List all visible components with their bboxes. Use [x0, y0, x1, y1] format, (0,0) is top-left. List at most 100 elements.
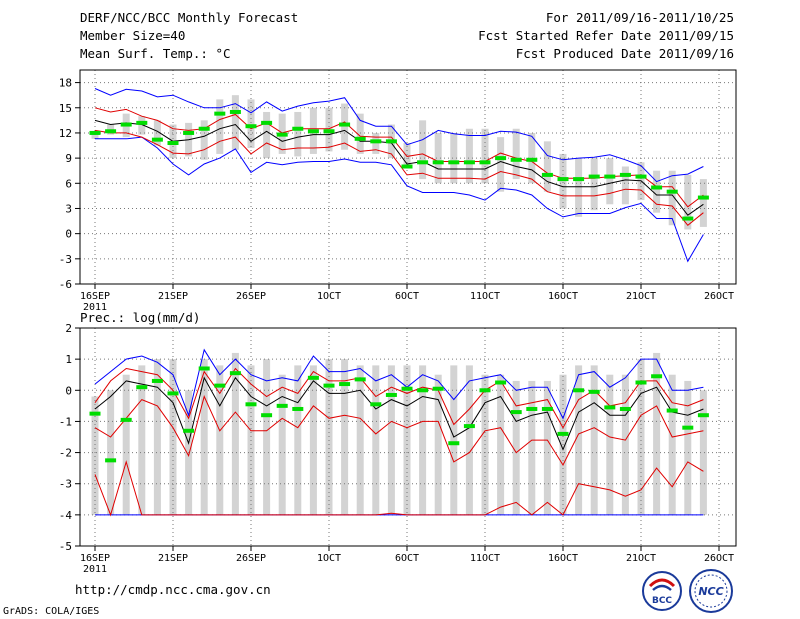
- temp-box-37: [653, 170, 661, 213]
- ncc-logo-text: NCC: [698, 585, 723, 598]
- prec-median-marker-2: [105, 458, 117, 463]
- temp-median-marker-21: [401, 164, 413, 169]
- temp-box-25: [465, 128, 473, 184]
- temp-median-marker-24: [448, 160, 460, 165]
- prec-median-marker-5: [151, 378, 163, 383]
- prec-xtick-label: 26SEP: [236, 553, 266, 564]
- temp-xtick-label: 16OCT: [548, 291, 578, 302]
- temp-median-marker-11: [245, 124, 257, 129]
- precip-panel-title: Prec.: log(mm/d): [80, 310, 201, 325]
- temp-box-35: [621, 166, 629, 205]
- prec-ytick-label: -2: [59, 447, 72, 460]
- prec-box-19: [372, 365, 380, 515]
- prec-box-18: [356, 365, 364, 515]
- prec-median-marker-30: [541, 406, 553, 411]
- temp-plot-frame: [79, 69, 737, 285]
- temp-ytick-label: 18: [59, 77, 72, 90]
- temp-ytick-label: 0: [65, 228, 72, 241]
- prec-ytick-label: -5: [59, 540, 72, 553]
- temp-ytick-label: 9: [65, 152, 72, 165]
- prec-median-marker-13: [276, 403, 288, 408]
- prec-median-marker-9: [214, 383, 226, 388]
- forecast-produced-date: Fcst Produced Date 2011/09/16: [515, 46, 734, 61]
- temp-xtick-label: 1OCT: [317, 291, 341, 302]
- prec-xtick-label: 16SEP: [80, 553, 110, 564]
- temp-ytick-label: 6: [65, 177, 72, 190]
- prec-box-13: [278, 374, 286, 515]
- prec-box-24: [450, 365, 458, 515]
- prec-box-9: [216, 365, 224, 515]
- temp-mean-line: [94, 119, 704, 216]
- prec-median-marker-35: [619, 406, 631, 411]
- prec-xtick-label: 16OCT: [548, 553, 578, 564]
- temp-xtick-label: 26OCT: [704, 291, 734, 302]
- temp-spread-low-line: [94, 129, 704, 227]
- prec-box-10: [231, 352, 239, 515]
- temp-median-marker-37: [651, 185, 663, 190]
- temp-median-marker-33: [588, 174, 600, 179]
- prec-median-marker-15: [307, 375, 319, 380]
- temp-median-marker-19: [370, 139, 382, 144]
- prec-ytick-label: 0: [65, 384, 72, 397]
- prec-median-marker-27: [495, 380, 507, 385]
- prec-median-marker-38: [666, 408, 678, 413]
- temp-median-marker-27: [495, 156, 507, 161]
- temp-median-marker-40: [697, 195, 709, 200]
- temp-max-line: [94, 88, 704, 183]
- temp-median-marker-38: [666, 189, 678, 194]
- chart-title: DERF/NCC/BCC Monthly Forecast: [80, 10, 299, 25]
- prec-box-25: [465, 365, 473, 515]
- prec-box-22: [419, 365, 427, 515]
- temp-box-24: [450, 132, 458, 184]
- prec-median-marker-7: [183, 428, 195, 433]
- prec-ytick-label: 1: [65, 353, 72, 366]
- temp-xtick-label: 11OCT: [470, 291, 500, 302]
- temp-box-38: [668, 170, 676, 226]
- prec-spread-high-line: [94, 367, 704, 429]
- temp-median-marker-35: [619, 172, 631, 177]
- temp-median-marker-16: [323, 129, 335, 134]
- prec-box-33: [590, 365, 598, 515]
- prec-median-marker-39: [682, 425, 694, 430]
- prec-box-4: [138, 365, 146, 515]
- prec-xtick-label: 1OCT: [317, 553, 341, 564]
- prec-ytick-label: -1: [59, 415, 72, 428]
- temp-median-marker-32: [573, 177, 585, 182]
- temp-median-marker-25: [463, 160, 475, 165]
- temp-median-marker-13: [276, 132, 288, 137]
- prec-median-marker-6: [167, 391, 179, 396]
- temp-box-14: [294, 111, 302, 157]
- prec-median-marker-4: [136, 385, 148, 390]
- prec-xtick-label: 11OCT: [470, 553, 500, 564]
- source-url[interactable]: http://cmdp.ncc.cma.gov.cn: [75, 582, 271, 597]
- temp-box-30: [543, 141, 551, 192]
- temp-box-23: [434, 132, 442, 184]
- temp-median-marker-14: [292, 126, 304, 131]
- prec-xtick-label: 26OCT: [704, 553, 734, 564]
- temp-median-marker-17: [339, 122, 351, 127]
- prec-median-marker-29: [526, 406, 538, 411]
- temp-ytick-label: -3: [59, 253, 72, 266]
- temp-median-marker-30: [541, 172, 553, 177]
- temp-median-marker-39: [682, 216, 694, 221]
- temp-box-18: [356, 113, 364, 154]
- temp-median-marker-20: [385, 139, 397, 144]
- temp-box-8: [200, 120, 208, 160]
- prec-box-15: [309, 365, 317, 515]
- prec-median-marker-25: [463, 424, 475, 429]
- temp-median-marker-5: [151, 137, 163, 142]
- prec-box-20: [387, 365, 395, 515]
- temp-median-marker-2: [105, 129, 117, 134]
- temp-median-marker-3: [120, 122, 132, 127]
- temp-spread-high-line: [94, 107, 704, 208]
- prec-median-marker-28: [510, 410, 522, 415]
- temp-box-27: [497, 137, 505, 192]
- temp-box-28: [512, 128, 520, 180]
- temp-box-11: [247, 99, 255, 149]
- temp-xtick-label: 26SEP: [236, 291, 266, 302]
- prec-median-marker-40: [697, 413, 709, 418]
- ncc-logo: NCC: [689, 569, 733, 613]
- prec-median-marker-32: [573, 388, 585, 393]
- temp-box-12: [263, 111, 271, 159]
